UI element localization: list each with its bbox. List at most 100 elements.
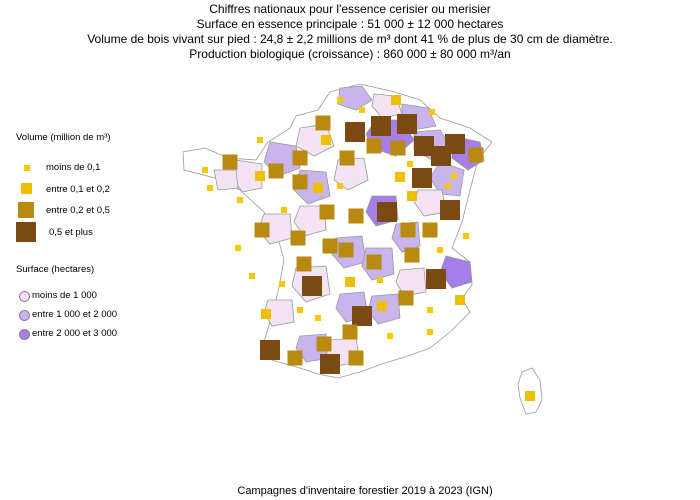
volume-square (451, 173, 457, 179)
volume-square (437, 247, 443, 253)
volume-square (445, 134, 465, 154)
volume-square (281, 207, 287, 213)
legend-surface-heading: Surface (hectares) (16, 264, 95, 275)
volume-square (279, 281, 285, 287)
volume-square (261, 309, 271, 319)
department-surface-area (333, 157, 369, 191)
title-line-production: Production biologique (croissance) : 860… (189, 47, 511, 61)
volume-square (207, 185, 213, 191)
volume-square (377, 301, 387, 311)
volume-square (313, 183, 323, 193)
volume-square (440, 200, 460, 220)
legend-surface-label: entre 1 000 et 2 000 (32, 309, 118, 320)
volume-square (292, 174, 308, 190)
volume-square (257, 137, 263, 143)
legend-surface-symbol (19, 291, 30, 302)
title-line-volume: Volume de bois vivant sur pied : 24,8 ± … (87, 32, 613, 46)
legend-volume-symbol (18, 202, 34, 218)
volume-square (348, 208, 364, 224)
legend-volume-symbol (16, 222, 36, 242)
legend-volume-label: 0,5 et plus (49, 227, 93, 238)
volume-square (455, 295, 465, 305)
volume-square (297, 307, 303, 313)
volume-square (315, 115, 331, 131)
legend-volume-label: moins de 0,1 (46, 162, 101, 173)
volume-square (315, 315, 321, 321)
volume-square (339, 150, 355, 166)
volume-square (400, 222, 416, 238)
volume-square (412, 168, 432, 188)
volume-square (237, 197, 243, 203)
volume-square (202, 167, 208, 173)
volume-square (345, 122, 365, 142)
volume-square (290, 230, 306, 246)
legend-surface-label: entre 2 000 et 3 000 (32, 328, 118, 339)
volume-square (366, 254, 382, 270)
volume-square (463, 233, 469, 239)
volume-square (422, 222, 438, 238)
volume-square (371, 116, 391, 136)
volume-square (254, 222, 270, 238)
department-surface-area (395, 267, 427, 297)
map-title: Chiffres nationaux pour l'essence cerisi… (0, 2, 700, 62)
map-volume-symbols (202, 95, 535, 401)
title-line-surface: Surface en essence principale : 51 000 ±… (196, 17, 504, 31)
volume-square (316, 336, 332, 352)
legend-volume-symbol (21, 183, 32, 194)
volume-square (321, 135, 331, 145)
volume-square (359, 107, 365, 113)
volume-square (222, 154, 238, 170)
volume-square (268, 163, 284, 179)
volume-square (337, 97, 343, 103)
volume-square (429, 109, 435, 115)
legend-volume-heading: Volume (million de m³) (16, 132, 111, 143)
volume-square (427, 307, 433, 313)
volume-square (404, 247, 420, 263)
volume-square (342, 324, 358, 340)
volume-square (407, 161, 413, 167)
volume-square (249, 273, 255, 279)
volume-square (319, 204, 335, 220)
title-line-species: Chiffres nationaux pour l'essence cerisi… (209, 2, 491, 16)
volume-square (395, 172, 405, 182)
volume-square (296, 256, 312, 272)
legend-surface-label: moins de 1 000 (32, 290, 97, 301)
volume-square (287, 350, 303, 366)
volume-square (407, 191, 417, 201)
legend-surface-symbol (19, 329, 30, 340)
volume-square (445, 183, 451, 189)
volume-square (377, 202, 397, 222)
volume-square (337, 183, 343, 189)
volume-square (255, 171, 265, 181)
volume-square (525, 391, 535, 401)
volume-square (366, 138, 382, 154)
map-source-footer: Campagnes d'inventaire forestier 2019 à … (237, 485, 493, 497)
volume-square (352, 306, 372, 326)
department-surface-area (213, 169, 239, 191)
legend-volume-label: entre 0,2 et 0,5 (46, 205, 110, 216)
france-mainland (182, 83, 493, 379)
volume-square (397, 114, 417, 134)
volume-square (292, 150, 308, 166)
volume-square (468, 147, 484, 163)
volume-square (235, 245, 241, 251)
volume-square (348, 350, 364, 366)
volume-square (302, 276, 322, 296)
volume-square (390, 140, 406, 156)
volume-square (391, 95, 401, 105)
volume-square (414, 136, 434, 156)
volume-square (320, 354, 340, 374)
volume-square (377, 277, 383, 283)
legend-volume-label: entre 0,1 et 0,2 (46, 184, 110, 195)
volume-square (427, 329, 433, 335)
volume-square (426, 269, 446, 289)
volume-square (387, 333, 393, 339)
volume-square (398, 290, 414, 306)
volume-square (322, 238, 338, 254)
volume-square (338, 242, 354, 258)
legend-volume-symbol (24, 165, 30, 171)
legend-surface-symbol (19, 310, 30, 321)
volume-square (260, 340, 280, 360)
volume-square (345, 277, 355, 287)
